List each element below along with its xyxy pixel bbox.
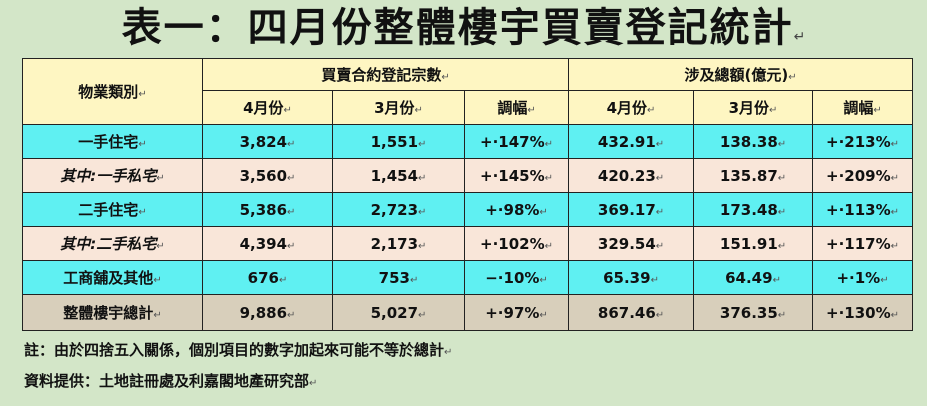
- table-row-first-hand-residential: 一手住宅↵ 3,824↵ 1,551↵ +·147%↵ 432.91↵ 138.…: [22, 124, 914, 159]
- row-label: 整體樓宇總計↵: [22, 294, 203, 331]
- cell-amount-change: +·213%↵: [812, 124, 914, 159]
- cell-amount-change: +·117%↵: [812, 226, 914, 261]
- cell-amount-apr: 369.17↵: [568, 192, 695, 227]
- header-amount-apr: 4月份↵: [568, 90, 695, 125]
- cell-amount-change: +·209%↵: [812, 158, 914, 193]
- cell-amount-apr: 867.46↵: [568, 294, 695, 331]
- cell-count-mar: 2,723↵: [332, 192, 465, 227]
- cell-count-change: +·102%↵: [463, 226, 570, 261]
- footnotes: 註：由於四捨五入關係，個別項目的數字加起來可能不等於總計↵ 資料提供：土地註冊處…: [24, 336, 904, 398]
- table-row-total: 整體樓宇總計↵ 9,886↵ 5,027↵ +·97%↵ 867.46↵ 376…: [22, 294, 914, 331]
- cell-count-change: −·10%↵: [463, 260, 570, 295]
- cell-count-change: +·145%↵: [463, 158, 570, 193]
- row-label: 工商舖及其他↵: [22, 260, 203, 295]
- header-transaction-count: 買賣合約登記宗數↵: [201, 58, 570, 91]
- cell-count-mar: 5,027↵: [332, 294, 465, 331]
- cell-count-mar: 1,551↵: [332, 124, 465, 159]
- cell-count-apr: 676↵: [202, 260, 333, 295]
- header-count-mar: 3月份↵: [332, 90, 465, 125]
- cell-amount-mar: 173.48↵: [693, 192, 814, 227]
- cell-count-mar: 1,454↵: [332, 158, 465, 193]
- table-row-second-hand-residential: 二手住宅↵ 5,386↵ 2,723↵ +·98%↵ 369.17↵ 173.4…: [22, 192, 914, 227]
- row-label: 其中:二手私宅↵: [22, 226, 203, 261]
- header-amount-change: 調幅↵: [812, 90, 914, 125]
- table-row-commercial-other: 工商舖及其他↵ 676↵ 753↵ −·10%↵ 65.39↵ 64.49↵ +…: [22, 260, 914, 295]
- table-row-first-hand-private: 其中:一手私宅↵ 3,560↵ 1,454↵ +·145%↵ 420.23↵ 1…: [22, 158, 914, 193]
- cell-count-change: +·147%↵: [463, 124, 570, 159]
- cell-count-apr: 3,824↵: [202, 124, 333, 159]
- cell-count-apr: 5,386↵: [202, 192, 333, 227]
- row-label: 二手住宅↵: [22, 192, 203, 227]
- cell-count-apr: 4,394↵: [202, 226, 333, 261]
- data-source: 資料提供：土地註冊處及利嘉閣地產研究部↵: [24, 372, 318, 390]
- cell-amount-mar: 135.87↵: [693, 158, 814, 193]
- cell-count-change: +·98%↵: [463, 192, 570, 227]
- header-count-apr: 4月份↵: [202, 90, 333, 125]
- cell-amount-apr: 65.39↵: [568, 260, 695, 295]
- header-amount-mar: 3月份↵: [693, 90, 814, 125]
- cell-amount-change: +·113%↵: [812, 192, 914, 227]
- cell-count-mar: 753↵: [332, 260, 465, 295]
- cell-amount-apr: 432.91↵: [568, 124, 695, 159]
- header-count-change: 調幅↵: [463, 90, 570, 125]
- paragraph-mark: ↵: [793, 29, 806, 45]
- cell-amount-mar: 376.35↵: [693, 294, 814, 331]
- cell-amount-apr: 329.54↵: [568, 226, 695, 261]
- cell-amount-apr: 420.23↵: [568, 158, 695, 193]
- cell-amount-mar: 138.38↵: [693, 124, 814, 159]
- cell-count-mar: 2,173↵: [332, 226, 465, 261]
- header-total-amount: 涉及總額(億元)↵: [568, 58, 914, 91]
- cell-amount-mar: 64.49↵: [693, 260, 814, 295]
- cell-amount-change: +·1%↵: [812, 260, 914, 295]
- cell-amount-mar: 151.91↵: [693, 226, 814, 261]
- cell-amount-change: +·130%↵: [812, 294, 914, 331]
- cell-count-change: +·97%↵: [463, 294, 570, 331]
- stats-table: 物業類別↵ 買賣合約登記宗數↵ 涉及總額(億元)↵ 4月份↵ 3月份↵ 調幅↵ …: [22, 58, 914, 331]
- header-category: 物業類別↵: [22, 58, 203, 125]
- page-title: 表一：四月份整體樓宇買賣登記統計↵: [0, 2, 927, 54]
- table-row-second-hand-private: 其中:二手私宅↵ 4,394↵ 2,173↵ +·102%↵ 329.54↵ 1…: [22, 226, 914, 261]
- row-label: 一手住宅↵: [22, 124, 203, 159]
- cell-count-apr: 9,886↵: [202, 294, 333, 331]
- title-text: 表一：四月份整體樓宇買賣登記統計: [121, 5, 794, 51]
- row-label: 其中:一手私宅↵: [22, 158, 203, 193]
- cell-count-apr: 3,560↵: [202, 158, 333, 193]
- rounding-note: 註：由於四捨五入關係，個別項目的數字加起來可能不等於總計↵: [24, 341, 453, 359]
